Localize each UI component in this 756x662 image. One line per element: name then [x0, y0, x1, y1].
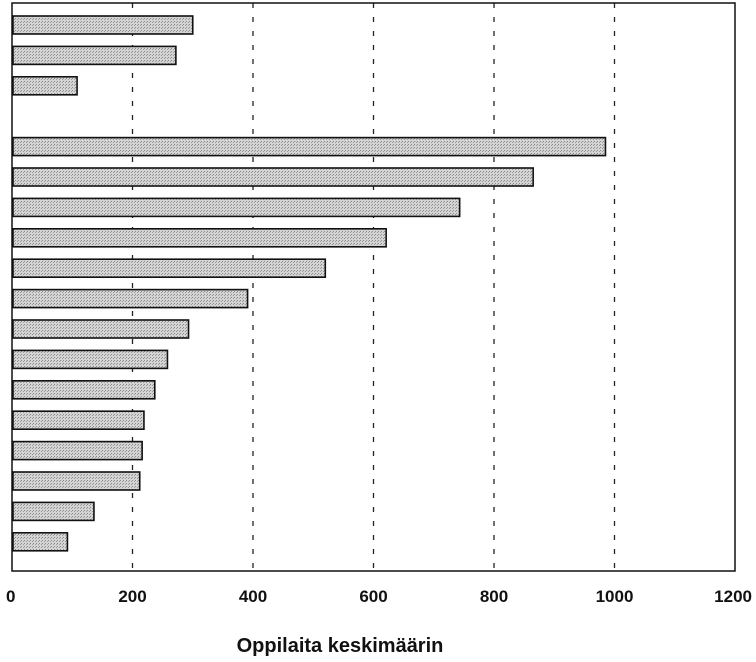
plot-frame — [11, 2, 736, 572]
bar — [12, 288, 249, 309]
bar — [12, 319, 190, 339]
bar — [12, 379, 156, 400]
x-axis-ticks: 0 200 400 600 800 1000 1200 — [6, 587, 752, 606]
x-tick-label: 200 — [118, 587, 146, 606]
bar — [12, 410, 145, 431]
bar — [12, 136, 607, 157]
bar — [12, 197, 461, 218]
x-tick-label: 800 — [480, 587, 508, 606]
x-tick-label: 1000 — [596, 587, 634, 606]
bar — [12, 501, 95, 522]
bar — [12, 440, 143, 461]
bar — [12, 167, 534, 187]
x-tick-label: 600 — [359, 587, 387, 606]
bar — [12, 531, 69, 552]
x-axis-title: Oppilaita keskimäärin — [237, 635, 444, 657]
bar — [12, 76, 78, 96]
x-tick-label: 1200 — [714, 587, 752, 606]
gridlines — [131, 3, 616, 571]
bar — [12, 45, 177, 66]
x-tick-label: 400 — [239, 587, 267, 606]
bar — [12, 15, 194, 35]
x-tick-label: 0 — [6, 587, 15, 606]
bar — [12, 228, 387, 248]
bar — [12, 258, 327, 279]
bar — [12, 349, 169, 370]
bar — [12, 471, 141, 491]
bars — [12, 15, 607, 552]
